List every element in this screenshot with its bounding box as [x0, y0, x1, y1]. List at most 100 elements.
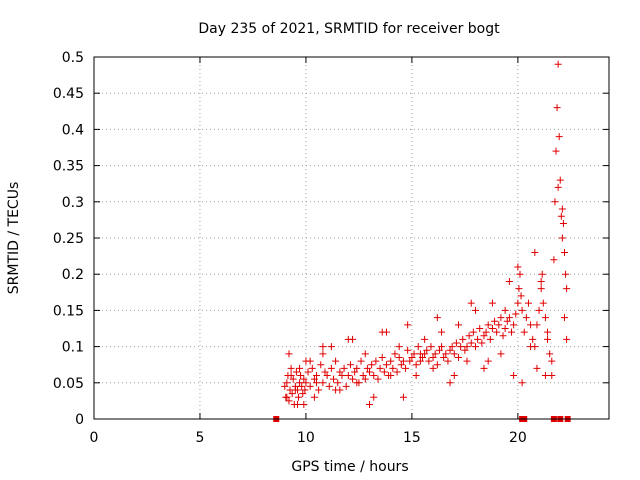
data-point: [524, 299, 532, 307]
y-tick-label: 0.3: [62, 195, 84, 211]
data-point: [546, 350, 554, 358]
data-point: [553, 104, 561, 112]
data-point: [562, 270, 570, 278]
data-point: [304, 368, 312, 376]
data-point: [295, 393, 303, 401]
data-point: [323, 372, 331, 380]
data-point: [421, 335, 429, 343]
data-point: [376, 364, 384, 372]
data-point: [353, 379, 361, 387]
data-point: [484, 321, 492, 329]
data-point: [283, 379, 291, 387]
y-tick-label: 0.25: [53, 231, 84, 247]
data-point: [292, 368, 300, 376]
data-point: [302, 357, 310, 365]
data-point: [537, 285, 545, 293]
data-point: [288, 390, 296, 398]
data-point: [527, 321, 535, 329]
data-point: [313, 379, 321, 387]
data-point: [353, 364, 361, 372]
data-point: [296, 379, 304, 387]
data-point: [563, 285, 571, 293]
data-point: [287, 364, 295, 372]
data-point: [501, 306, 509, 314]
y-axis-title: SRMTID / TECUs: [6, 182, 22, 295]
data-point: [319, 350, 327, 358]
y-tick-label: 0.45: [53, 86, 84, 102]
data-point: [408, 353, 416, 361]
data-point: [368, 361, 376, 369]
data-point: [414, 343, 422, 351]
data-point: [344, 372, 352, 380]
data-point: [342, 382, 350, 390]
chart-title: Day 235 of 2021, SRMTID for receiver bog…: [198, 21, 500, 37]
data-point: [372, 357, 380, 365]
data-point: [349, 375, 357, 383]
data-point: [544, 328, 552, 336]
data-point: [452, 339, 460, 347]
data-point: [301, 386, 309, 394]
data-point: [467, 339, 475, 347]
data-point: [461, 346, 469, 354]
data-point: [433, 361, 441, 369]
data-point: [395, 353, 403, 361]
data-point: [465, 332, 473, 340]
data-point: [429, 353, 437, 361]
data-point: [378, 353, 386, 361]
data-point: [560, 314, 568, 322]
data-point: [302, 379, 310, 387]
data-point: [397, 361, 405, 369]
data-point: [539, 299, 547, 307]
y-tick-label: 0.2: [62, 267, 84, 283]
data-point: [416, 357, 424, 365]
data-point: [497, 314, 505, 322]
data-point: [541, 314, 549, 322]
data-point: [550, 256, 558, 264]
data-point: [533, 364, 541, 372]
data-point: [531, 248, 539, 256]
data-point: [285, 350, 293, 358]
data-point: [560, 248, 568, 256]
data-point: [289, 375, 297, 383]
data-point: [427, 343, 435, 351]
data-point: [357, 357, 365, 365]
data-point: [402, 364, 410, 372]
data-point: [515, 285, 523, 293]
data-point: [382, 361, 390, 369]
data-point: [346, 361, 354, 369]
data-point: [319, 343, 327, 351]
data-point: [306, 382, 314, 390]
data-point: [518, 306, 526, 314]
y-tick-label: 0.5: [62, 50, 84, 66]
data-point: [463, 343, 471, 351]
data-point: [516, 270, 524, 278]
data-point: [300, 401, 308, 409]
data-point: [321, 368, 329, 376]
data-point: [529, 335, 537, 343]
data-point: [393, 368, 401, 376]
data-point: [366, 401, 374, 409]
data-point: [293, 401, 301, 409]
data-point: [522, 314, 530, 322]
data-point: [317, 361, 325, 369]
data-point: [429, 364, 437, 372]
x-tick-label: 15: [403, 430, 421, 446]
data-point: [406, 357, 414, 365]
data-point: [299, 390, 307, 398]
data-point: [332, 357, 340, 365]
data-point: [488, 325, 496, 332]
grid: [94, 57, 609, 419]
x-tick-label: 0: [90, 430, 99, 446]
data-point: [480, 332, 488, 340]
x-axis-title: GPS time / hours: [291, 459, 408, 475]
data-point: [559, 220, 567, 228]
data-point: [440, 353, 448, 361]
data-point: [495, 321, 503, 329]
data-point: [501, 325, 509, 332]
data-point: [438, 343, 446, 351]
data-point: [319, 379, 327, 387]
data-point: [351, 368, 359, 376]
data-point: [391, 350, 399, 358]
data-point: [467, 299, 475, 307]
data-point: [463, 357, 471, 365]
